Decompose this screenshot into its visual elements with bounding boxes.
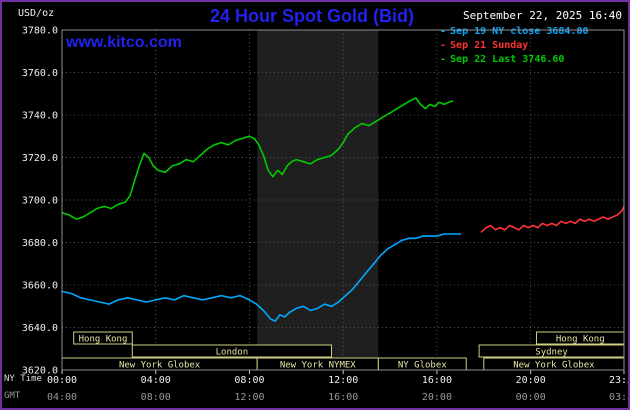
y-axis-tick-label: 3700.0 [22, 196, 58, 207]
y-axis-tick-label: 3780.0 [22, 26, 58, 37]
y-axis-tick-label: 3740.0 [22, 111, 58, 122]
series-sep21-line [480, 205, 625, 233]
session-box [131, 344, 332, 358]
x-axis-tick-label-gmt: 03:59 [609, 392, 628, 403]
x-axis-tick-label-ny: 00:00 [47, 375, 77, 386]
session-label: New York NYMEX [280, 361, 356, 371]
session-label: London [216, 348, 249, 358]
x-axis-tick-label-gmt: 00:00 [516, 392, 546, 403]
y-axis-tick-label: 3720.0 [22, 153, 58, 164]
session-label: Sydney [535, 348, 568, 358]
x-axis-tick-label-ny: 23:59 [609, 375, 628, 386]
x-axis-tick-label-gmt: 16:00 [328, 392, 358, 403]
x-axis-tick-label-ny: 20:00 [516, 375, 546, 386]
y-axis-tick-label: 3660.0 [22, 281, 58, 292]
legend: - Sep 19 NY close 3684.00 - Sep 21 Sunday … [440, 25, 589, 67]
legend-dash-icon: - [440, 54, 447, 65]
x-axis-tick-label-gmt: 08:00 [141, 392, 171, 403]
legend-label: Sep 19 NY close 3684.00 [450, 26, 589, 37]
chart-datetime: September 22, 2025 16:40 [463, 9, 622, 22]
x-axis-tick-label-ny: 04:00 [141, 375, 171, 386]
y-axis-tick-label: 3640.0 [22, 323, 58, 334]
session-label: New York Globex [513, 361, 595, 371]
x-axis-tick-label-gmt: 12:00 [234, 392, 264, 403]
series-sep19-line [61, 233, 462, 322]
session-label: New York Globex [119, 361, 201, 371]
y-axis-unit-label: USD/oz [18, 8, 55, 19]
x-axis-gmt-label: GMT [4, 391, 21, 401]
legend-item-sep22: - Sep 22 Last 3746.60 [440, 53, 589, 67]
plot-frame [61, 29, 625, 371]
x-axis-tick-label-ny: 08:00 [234, 375, 264, 386]
nymex-session-band [257, 30, 379, 370]
x-axis-tick-label-gmt: 04:00 [47, 392, 77, 403]
y-axis-tick-label: 3760.0 [22, 68, 58, 79]
legend-item-sep19: - Sep 19 NY close 3684.00 [440, 25, 589, 39]
session-box [73, 331, 133, 345]
kitco-watermark-link[interactable]: www.kitco.com [66, 34, 182, 51]
x-axis-tick-label-ny: 16:00 [422, 375, 452, 386]
session-label: NY Globex [398, 361, 447, 371]
y-axis-tick-label: 3620.0 [22, 366, 58, 377]
x-axis-tick-label-gmt: 20:00 [422, 392, 452, 403]
legend-item-sep21: - Sep 21 Sunday [440, 39, 589, 53]
legend-dash-icon: - [440, 40, 447, 51]
y-axis-tick-label: 3680.0 [22, 238, 58, 249]
page-title: 24 Hour Spot Gold (Bid) [210, 6, 414, 26]
x-axis-ny-time-label: NY Time [4, 374, 42, 384]
legend-label: Sep 22 Last 3746.60 [450, 54, 565, 65]
x-axis-tick-label-ny: 12:00 [328, 375, 358, 386]
legend-label: Sep 21 Sunday [450, 40, 529, 51]
series-sep22-line [61, 97, 454, 220]
session-label: Hong Kong [556, 335, 605, 345]
legend-dash-icon: - [440, 26, 447, 37]
session-label: Hong Kong [79, 335, 128, 345]
